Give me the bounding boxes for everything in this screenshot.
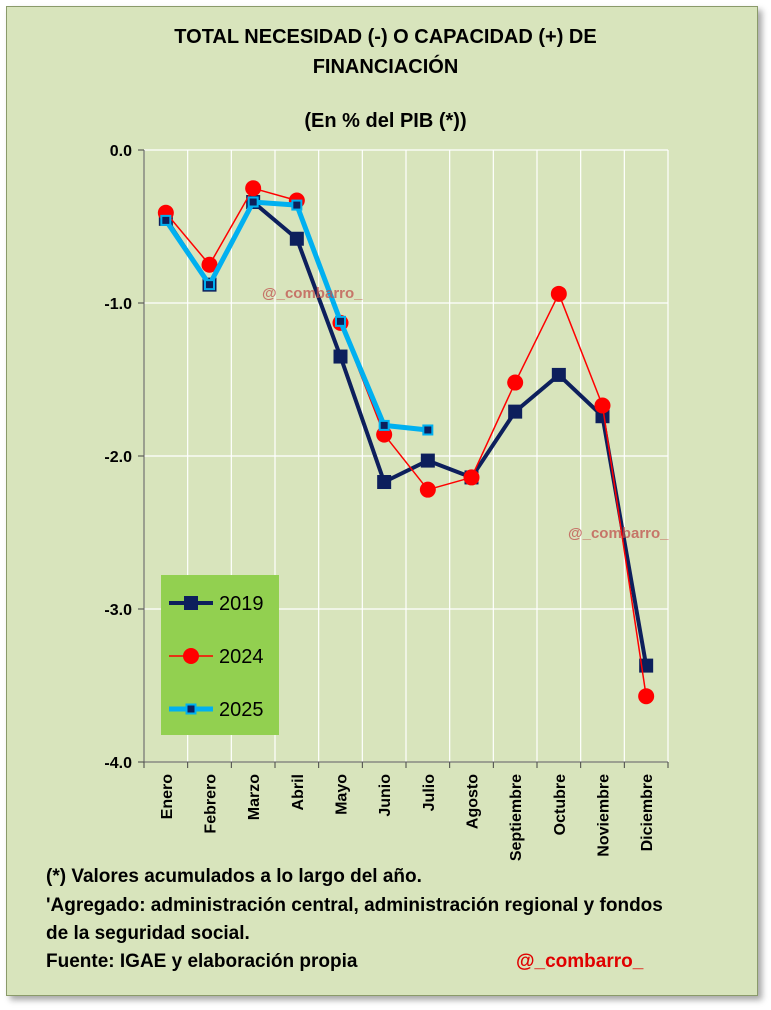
x-tick-label: Julio: [421, 774, 438, 812]
data-point-2024: [245, 180, 262, 197]
data-point-2025: [335, 315, 346, 327]
data-point-2024: [550, 285, 567, 302]
data-point-2024: [594, 397, 611, 414]
x-tick-label: Junio: [377, 774, 394, 817]
chart-title-line-2: FINANCIACIÓN: [312, 56, 459, 78]
source-note: Fuente: IGAE y elaboración propia: [46, 951, 358, 972]
x-tick-label: Mayo: [334, 774, 351, 815]
legend-entries: 2019 2024 2025: [169, 593, 264, 721]
data-point-2019: [508, 404, 523, 419]
legend-marker-2024: [183, 648, 199, 664]
data-point-2019: [289, 231, 304, 246]
footnote: de la seguridad social.: [46, 923, 250, 944]
data-point-2025: [160, 214, 172, 226]
data-point-2025: [291, 199, 303, 211]
legend-label-2024: 2024: [219, 646, 264, 668]
x-tick-label: Enero: [159, 774, 176, 820]
data-point-2019: [333, 349, 348, 364]
data-point-2019: [420, 453, 435, 468]
x-tick-label: Noviembre: [596, 774, 613, 857]
y-tick-label: -4.0: [104, 755, 132, 772]
legend-marker-2025: [185, 703, 197, 715]
legend-label-2025: 2025: [219, 699, 264, 721]
data-point-2024: [463, 469, 480, 486]
y-tick-label: -2.0: [104, 449, 132, 466]
data-point-2024: [638, 688, 655, 705]
data-point-2025: [378, 419, 390, 431]
footnote: 'Agregado: administración central, admin…: [46, 895, 663, 916]
data-point-2024: [419, 481, 436, 498]
data-point-2024: [507, 374, 524, 391]
data-point-2019: [595, 409, 610, 424]
series-line-2024: [165, 187, 647, 697]
legend-label-2019: 2019: [219, 593, 264, 615]
legend: 2019 2024 2025: [161, 575, 279, 735]
data-point-2025: [247, 196, 259, 208]
x-tick-label: Septiembre: [508, 774, 525, 861]
y-tick-label: -3.0: [104, 602, 132, 619]
data-point-2025: [204, 279, 215, 291]
y-tick-label: 0.0: [110, 143, 132, 160]
author-credit: @_combarro_: [516, 951, 644, 972]
chart-title-line-1: TOTAL NECESIDAD (-) O CAPACIDAD (+) DE: [174, 26, 597, 48]
axes: [138, 149, 669, 768]
x-tick-label: Octubre: [552, 774, 569, 835]
x-tick-labels: Enero Febrero Marzo Abril Mayo Junio Julio Agos…: [159, 774, 656, 861]
y-tick-labels: 0.0 -1.0 -2.0 -3.0 -4.0: [104, 143, 132, 772]
y-tick-label: -1.0: [104, 296, 132, 313]
data-point-2024: [201, 256, 218, 273]
x-tick-label: Abril: [290, 774, 307, 810]
x-tick-label: Agosto: [465, 774, 482, 829]
x-tick-label: Marzo: [246, 774, 263, 820]
data-point-2019: [551, 367, 566, 382]
x-tick-label: Febrero: [203, 774, 220, 834]
series-lines: [157, 180, 655, 705]
chart-subtitle: (En % del PIB (*)): [304, 110, 467, 132]
watermark: @_combarro_: [262, 285, 363, 302]
footnote: (*) Valores acumulados a lo largo del añ…: [46, 866, 422, 887]
x-tick-label: Diciembre: [639, 774, 656, 851]
data-point-2025: [422, 424, 434, 436]
data-point-2019: [377, 475, 392, 490]
legend-marker-2019: [184, 596, 198, 610]
watermark: @_combarro_: [568, 525, 669, 542]
